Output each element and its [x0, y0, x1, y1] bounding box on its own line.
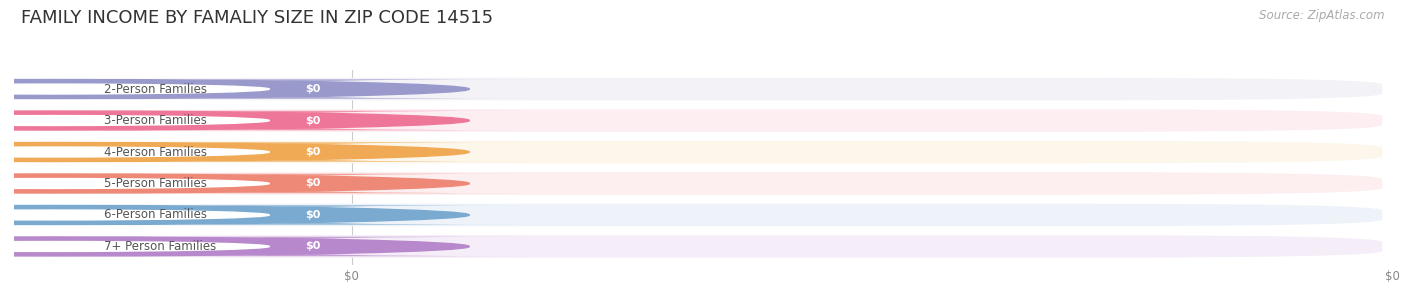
Circle shape: [0, 210, 270, 220]
Text: 7+ Person Families: 7+ Person Families: [104, 240, 217, 253]
FancyBboxPatch shape: [101, 237, 526, 256]
FancyBboxPatch shape: [25, 110, 308, 131]
FancyBboxPatch shape: [25, 79, 308, 99]
Circle shape: [0, 80, 470, 99]
FancyBboxPatch shape: [21, 235, 1382, 258]
Text: $0: $0: [305, 84, 321, 94]
Circle shape: [0, 116, 270, 125]
Text: $0: $0: [305, 116, 321, 126]
FancyBboxPatch shape: [101, 79, 526, 99]
Text: $0: $0: [305, 242, 321, 251]
FancyBboxPatch shape: [25, 205, 308, 225]
FancyBboxPatch shape: [21, 172, 1382, 195]
Text: 6-Person Families: 6-Person Families: [104, 209, 207, 221]
Circle shape: [0, 237, 470, 256]
FancyBboxPatch shape: [21, 141, 1382, 163]
Text: $0: $0: [305, 147, 321, 157]
Circle shape: [0, 147, 270, 157]
FancyBboxPatch shape: [25, 142, 308, 162]
FancyBboxPatch shape: [101, 205, 526, 225]
FancyBboxPatch shape: [21, 204, 1382, 226]
Text: Source: ZipAtlas.com: Source: ZipAtlas.com: [1260, 9, 1385, 22]
Text: 5-Person Families: 5-Person Families: [104, 177, 207, 190]
Text: $0: $0: [305, 178, 321, 188]
Circle shape: [0, 178, 270, 188]
Text: $0: $0: [305, 210, 321, 220]
FancyBboxPatch shape: [21, 78, 1382, 100]
Text: FAMILY INCOME BY FAMALIY SIZE IN ZIP CODE 14515: FAMILY INCOME BY FAMALIY SIZE IN ZIP COD…: [21, 9, 494, 27]
FancyBboxPatch shape: [101, 111, 526, 130]
Text: 2-Person Families: 2-Person Families: [104, 83, 207, 95]
FancyBboxPatch shape: [101, 142, 526, 162]
FancyBboxPatch shape: [21, 109, 1382, 132]
Text: 4-Person Families: 4-Person Families: [104, 145, 207, 159]
FancyBboxPatch shape: [25, 174, 308, 194]
Circle shape: [0, 142, 470, 162]
Circle shape: [0, 174, 470, 193]
Text: 3-Person Families: 3-Person Families: [104, 114, 207, 127]
FancyBboxPatch shape: [25, 236, 308, 257]
FancyBboxPatch shape: [101, 174, 526, 193]
Circle shape: [0, 84, 270, 94]
Circle shape: [0, 242, 270, 251]
Circle shape: [0, 111, 470, 130]
Circle shape: [0, 206, 470, 224]
